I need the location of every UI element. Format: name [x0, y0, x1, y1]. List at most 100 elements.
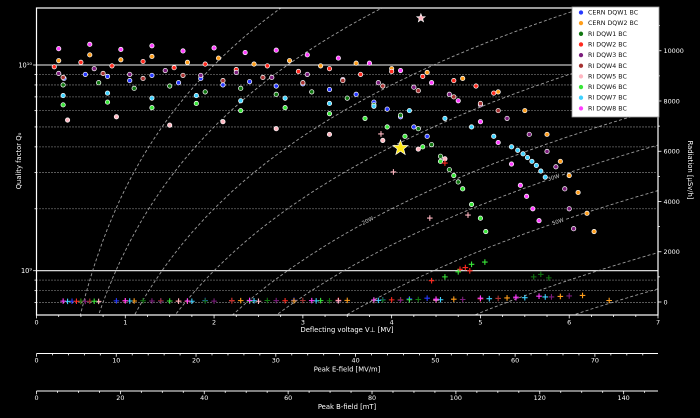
- axes: 0 1 2 3 4 5 6 7 10¹⁰ 10⁹ 0 2000 4000 6000 8000 10000 0 10…: [18, 25, 684, 402]
- radiation-marker: [149, 298, 155, 304]
- data-point: [366, 60, 372, 66]
- data-point: [533, 162, 539, 168]
- power-curve-labels: 20W 30W 50W: [360, 172, 567, 228]
- legend-marker: [578, 52, 584, 58]
- legend-label: RI DQW8 BC: [588, 105, 627, 112]
- curve-label: 20W: [361, 216, 375, 227]
- power-curve: [79, 8, 282, 315]
- data-point: [402, 133, 408, 139]
- tick-label: 10: [112, 357, 120, 365]
- data-point: [273, 126, 279, 132]
- data-point: [397, 67, 404, 74]
- data-point: [60, 74, 66, 80]
- tick-label: 0: [34, 357, 38, 365]
- data-point: [455, 179, 461, 185]
- data-point: [557, 158, 563, 164]
- legend-label: CERN DQW1 BC: [588, 10, 639, 17]
- legend-marker: [578, 62, 584, 69]
- legend-box: [571, 6, 660, 118]
- data-point: [282, 95, 288, 101]
- curve-label: 30W: [547, 173, 561, 183]
- data-point: [424, 133, 430, 139]
- radiation-marker: [424, 295, 430, 302]
- radiation-marker: [545, 275, 552, 281]
- radiation-marker: [122, 297, 129, 304]
- data-point: [171, 65, 177, 71]
- data-point: [529, 158, 535, 164]
- data-points: [51, 41, 597, 235]
- data-point: [193, 93, 199, 99]
- data-point: [127, 78, 133, 84]
- data-point: [326, 66, 333, 72]
- data-point: [524, 193, 530, 199]
- radiation-marker: [229, 298, 235, 304]
- radiation-marker: [140, 297, 146, 304]
- radiation-marker: [495, 295, 501, 302]
- radiation-marker: [548, 294, 555, 300]
- data-point: [508, 144, 515, 150]
- data-point: [455, 98, 461, 104]
- data-point: [180, 72, 186, 78]
- tick-label: 10¹⁰: [18, 61, 32, 69]
- data-point: [60, 82, 66, 88]
- data-point: [371, 103, 377, 109]
- y-axis-title: Quality factor Q₀: [15, 132, 23, 189]
- radiation-marker: [477, 295, 484, 302]
- data-point: [149, 53, 155, 60]
- data-point: [429, 142, 435, 148]
- tick-label: 30: [272, 357, 280, 365]
- radiation-marker: [459, 296, 466, 303]
- legend-marker: [578, 94, 584, 101]
- power-curve: [275, 144, 658, 315]
- data-point: [362, 115, 368, 121]
- radiation-marker: [465, 212, 471, 218]
- radiation-marker: [542, 294, 549, 300]
- data-point: [273, 91, 279, 97]
- data-point: [251, 61, 257, 67]
- data-point: [344, 95, 350, 101]
- data-point: [562, 186, 568, 192]
- event-markers: [392, 12, 427, 156]
- data-point: [304, 71, 310, 77]
- data-point: [295, 68, 301, 75]
- legend-label: RI DQW5 BC: [588, 73, 627, 80]
- radiation-marker: [300, 297, 306, 304]
- tick-label: 2000: [664, 248, 680, 256]
- data-point: [118, 57, 124, 63]
- data-point: [495, 139, 501, 146]
- tick-label: 5: [478, 319, 482, 327]
- data-point: [149, 95, 155, 101]
- tick-label: 10000: [664, 47, 684, 55]
- data-point: [353, 60, 359, 66]
- radiation-marker: [397, 297, 404, 304]
- radiation-marker: [504, 295, 510, 301]
- data-point: [451, 173, 457, 179]
- data-point: [51, 64, 57, 70]
- tick-label: 4: [390, 319, 394, 327]
- data-point: [524, 154, 531, 161]
- data-point: [591, 228, 597, 235]
- data-point: [504, 115, 510, 121]
- data-point: [56, 70, 62, 76]
- data-point: [522, 108, 528, 114]
- radiation-marker: [202, 298, 208, 304]
- data-point: [127, 71, 133, 77]
- data-point: [247, 79, 253, 85]
- legend-marker: [578, 20, 584, 26]
- data-point: [140, 75, 146, 82]
- radiation-marker: [211, 298, 217, 304]
- data-point: [260, 74, 266, 80]
- data-point: [215, 55, 222, 61]
- data-point: [380, 83, 386, 89]
- data-point: [353, 91, 359, 97]
- data-point: [273, 83, 279, 89]
- tick-label: 6000: [664, 148, 680, 156]
- radiation-marker: [237, 297, 244, 304]
- radiation-marker: [466, 268, 473, 274]
- radiation-marker: [428, 277, 435, 284]
- data-point: [104, 99, 111, 105]
- radiation-marker: [482, 259, 488, 265]
- tick-label: 20: [116, 394, 124, 402]
- data-point: [60, 102, 66, 108]
- radiation-marker: [273, 297, 280, 304]
